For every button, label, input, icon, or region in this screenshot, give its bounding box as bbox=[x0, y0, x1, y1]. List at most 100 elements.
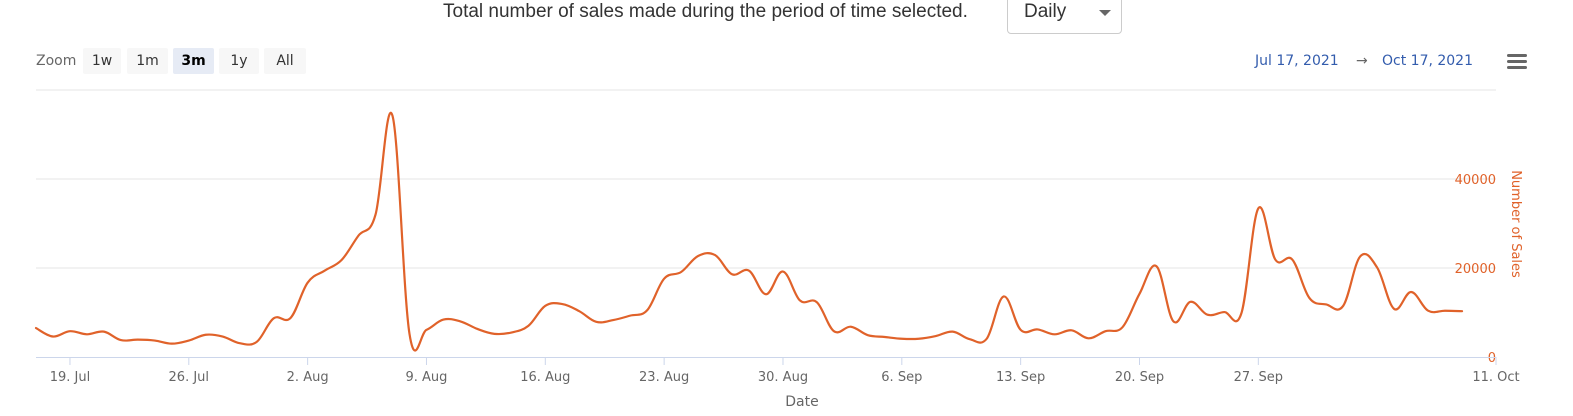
data-point[interactable] bbox=[592, 318, 600, 326]
data-point[interactable] bbox=[321, 267, 329, 275]
data-point[interactable] bbox=[1254, 204, 1262, 212]
data-point[interactable] bbox=[507, 329, 515, 337]
data-point[interactable] bbox=[49, 333, 57, 341]
data-point[interactable] bbox=[1119, 323, 1127, 331]
range-arrow: → bbox=[1356, 53, 1368, 69]
data-point[interactable] bbox=[236, 339, 244, 347]
x-tick-label: 23. Aug bbox=[639, 370, 689, 385]
data-point[interactable] bbox=[796, 296, 804, 304]
data-point[interactable] bbox=[253, 338, 261, 346]
data-point[interactable] bbox=[575, 307, 583, 315]
data-point[interactable] bbox=[83, 330, 91, 338]
zoom-3m-button[interactable]: 3m bbox=[173, 48, 214, 74]
data-point[interactable] bbox=[626, 312, 634, 320]
zoom-all-button[interactable]: All bbox=[264, 48, 306, 74]
data-point[interactable] bbox=[1356, 252, 1364, 260]
hamburger-menu-icon[interactable] bbox=[1507, 52, 1529, 72]
data-point[interactable] bbox=[1220, 308, 1228, 316]
data-point[interactable] bbox=[1000, 292, 1008, 300]
data-point[interactable] bbox=[1424, 307, 1432, 315]
data-point[interactable] bbox=[1051, 330, 1059, 338]
data-point[interactable] bbox=[864, 331, 872, 339]
data-point[interactable] bbox=[1407, 288, 1415, 296]
data-point[interactable] bbox=[405, 330, 413, 338]
data-point[interactable] bbox=[1135, 290, 1143, 298]
data-point[interactable] bbox=[117, 336, 125, 344]
data-point[interactable] bbox=[1322, 300, 1330, 308]
data-point[interactable] bbox=[287, 314, 295, 322]
data-point[interactable] bbox=[779, 268, 787, 276]
data-point[interactable] bbox=[422, 326, 430, 334]
data-point[interactable] bbox=[1169, 317, 1177, 325]
data-point[interactable] bbox=[711, 251, 719, 259]
data-point[interactable] bbox=[745, 267, 753, 275]
data-point[interactable] bbox=[660, 275, 668, 283]
data-point[interactable] bbox=[915, 335, 923, 343]
range-from[interactable]: Jul 17, 2021 bbox=[1255, 53, 1339, 69]
data-point[interactable] bbox=[168, 340, 176, 348]
data-point[interactable] bbox=[949, 328, 957, 336]
data-point[interactable] bbox=[1458, 307, 1466, 315]
data-point[interactable] bbox=[609, 316, 617, 324]
data-point[interactable] bbox=[1390, 305, 1398, 313]
data-point[interactable] bbox=[151, 337, 159, 345]
data-point[interactable] bbox=[202, 331, 210, 339]
data-point[interactable] bbox=[1271, 256, 1279, 264]
data-point[interactable] bbox=[372, 211, 380, 219]
data-point[interactable] bbox=[1339, 302, 1347, 310]
data-point[interactable] bbox=[762, 290, 770, 298]
data-point[interactable] bbox=[932, 332, 940, 340]
data-point[interactable] bbox=[355, 232, 363, 240]
data-point[interactable] bbox=[643, 306, 651, 314]
data-point[interactable] bbox=[1305, 294, 1313, 302]
data-point[interactable] bbox=[134, 336, 142, 344]
data-point[interactable] bbox=[983, 335, 991, 343]
data-point[interactable] bbox=[694, 252, 702, 260]
data-point[interactable] bbox=[100, 328, 108, 336]
data-point[interactable] bbox=[830, 327, 838, 335]
x-tick-label: 30. Aug bbox=[758, 370, 808, 385]
data-point[interactable] bbox=[1237, 309, 1245, 317]
data-point[interactable] bbox=[389, 112, 397, 120]
data-point[interactable] bbox=[473, 325, 481, 333]
data-point[interactable] bbox=[1373, 264, 1381, 272]
x-tick-label: 26. Jul bbox=[169, 370, 210, 385]
data-point[interactable] bbox=[966, 335, 974, 343]
data-point[interactable] bbox=[1288, 256, 1296, 264]
data-point[interactable] bbox=[66, 327, 74, 335]
zoom-1y-button[interactable]: 1y bbox=[219, 48, 259, 74]
data-point[interactable] bbox=[847, 323, 855, 331]
range-to[interactable]: Oct 17, 2021 bbox=[1382, 53, 1473, 69]
data-point[interactable] bbox=[456, 317, 464, 325]
data-point[interactable] bbox=[1102, 327, 1110, 335]
data-point[interactable] bbox=[558, 300, 566, 308]
data-point[interactable] bbox=[32, 324, 40, 332]
data-point[interactable] bbox=[185, 337, 193, 345]
data-point[interactable] bbox=[541, 302, 549, 310]
data-point[interactable] bbox=[677, 268, 685, 276]
data-point[interactable] bbox=[219, 333, 227, 341]
data-point[interactable] bbox=[1017, 326, 1025, 334]
data-point[interactable] bbox=[898, 335, 906, 343]
data-point[interactable] bbox=[728, 270, 736, 278]
zoom-label: Zoom bbox=[36, 53, 77, 69]
zoom-1w-button[interactable]: 1w bbox=[83, 48, 121, 74]
data-point[interactable] bbox=[1152, 262, 1160, 270]
data-point[interactable] bbox=[524, 322, 532, 330]
data-point[interactable] bbox=[338, 256, 346, 264]
period-select[interactable]: Daily bbox=[1007, 0, 1122, 34]
x-tick-label: 11. Oct bbox=[1472, 370, 1519, 385]
data-point[interactable] bbox=[304, 279, 312, 287]
data-point[interactable] bbox=[1085, 334, 1093, 342]
data-point[interactable] bbox=[1186, 298, 1194, 306]
data-point[interactable] bbox=[1203, 311, 1211, 319]
data-point[interactable] bbox=[881, 333, 889, 341]
zoom-1m-button[interactable]: 1m bbox=[127, 48, 168, 74]
data-point[interactable] bbox=[439, 316, 447, 324]
data-point[interactable] bbox=[270, 314, 278, 322]
data-point[interactable] bbox=[813, 298, 821, 306]
data-point[interactable] bbox=[490, 330, 498, 338]
data-point[interactable] bbox=[1034, 325, 1042, 333]
data-point[interactable] bbox=[1068, 326, 1076, 334]
data-point[interactable] bbox=[1441, 307, 1449, 315]
